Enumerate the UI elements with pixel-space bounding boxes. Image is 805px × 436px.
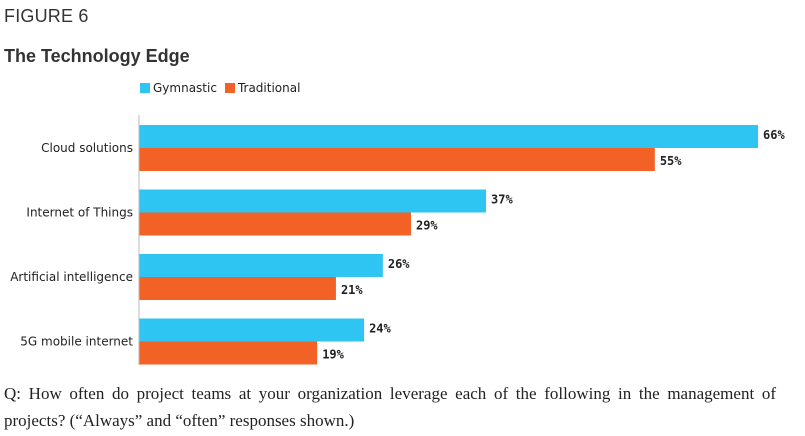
bar-gymnastic-5g-mobile-internet [139, 318, 365, 342]
data-label-traditional-5g-mobile-internet: 19% [322, 348, 344, 362]
survey-question-footnote: Q: How often do project teams at your or… [4, 384, 776, 430]
bar-traditional-internet-of-things [139, 212, 411, 236]
legend-swatch-traditional [224, 83, 235, 93]
figure-label: FIGURE 6 [4, 6, 89, 26]
data-label-traditional-cloud-solutions: 55% [660, 154, 682, 168]
legend-swatch-gymnastic [140, 83, 150, 93]
legend-item-gymnastic: Gymnastic [140, 81, 217, 95]
bar-traditional-cloud-solutions [139, 148, 655, 171]
category-label-artificial-intelligence: Artificial intelligence [10, 270, 133, 284]
chart-legend: Gymnastic Traditional [140, 81, 308, 95]
category-label-5g-mobile-internet: 5G mobile internet [20, 335, 133, 349]
category-label-internet-of-things: Internet of Things [26, 206, 133, 220]
bar-chart: Cloud solutions 66% 55% Internet of Things 3… [10, 115, 785, 365]
data-label-gymnastic-internet-of-things: 37% [491, 193, 513, 207]
data-label-gymnastic-cloud-solutions: 66% [763, 128, 785, 142]
legend-label-gymnastic: Gymnastic [153, 81, 217, 95]
legend-item-traditional: Traditional [224, 81, 301, 95]
bar-traditional-5g-mobile-internet [139, 341, 318, 365]
bar-gymnastic-internet-of-things [139, 189, 487, 213]
bar-traditional-artificial-intelligence [139, 277, 336, 300]
category-label-cloud-solutions: Cloud solutions [41, 141, 133, 155]
data-label-gymnastic-artificial-intelligence: 26% [388, 257, 410, 271]
data-label-gymnastic-5g-mobile-internet: 24% [369, 322, 391, 336]
chart-title: The Technology Edge [4, 46, 190, 66]
data-label-traditional-internet-of-things: 29% [416, 219, 438, 233]
bar-gymnastic-artificial-intelligence [139, 254, 383, 277]
data-label-traditional-artificial-intelligence: 21% [341, 283, 363, 297]
bar-gymnastic-cloud-solutions [139, 125, 758, 148]
legend-label-traditional: Traditional [237, 81, 301, 95]
